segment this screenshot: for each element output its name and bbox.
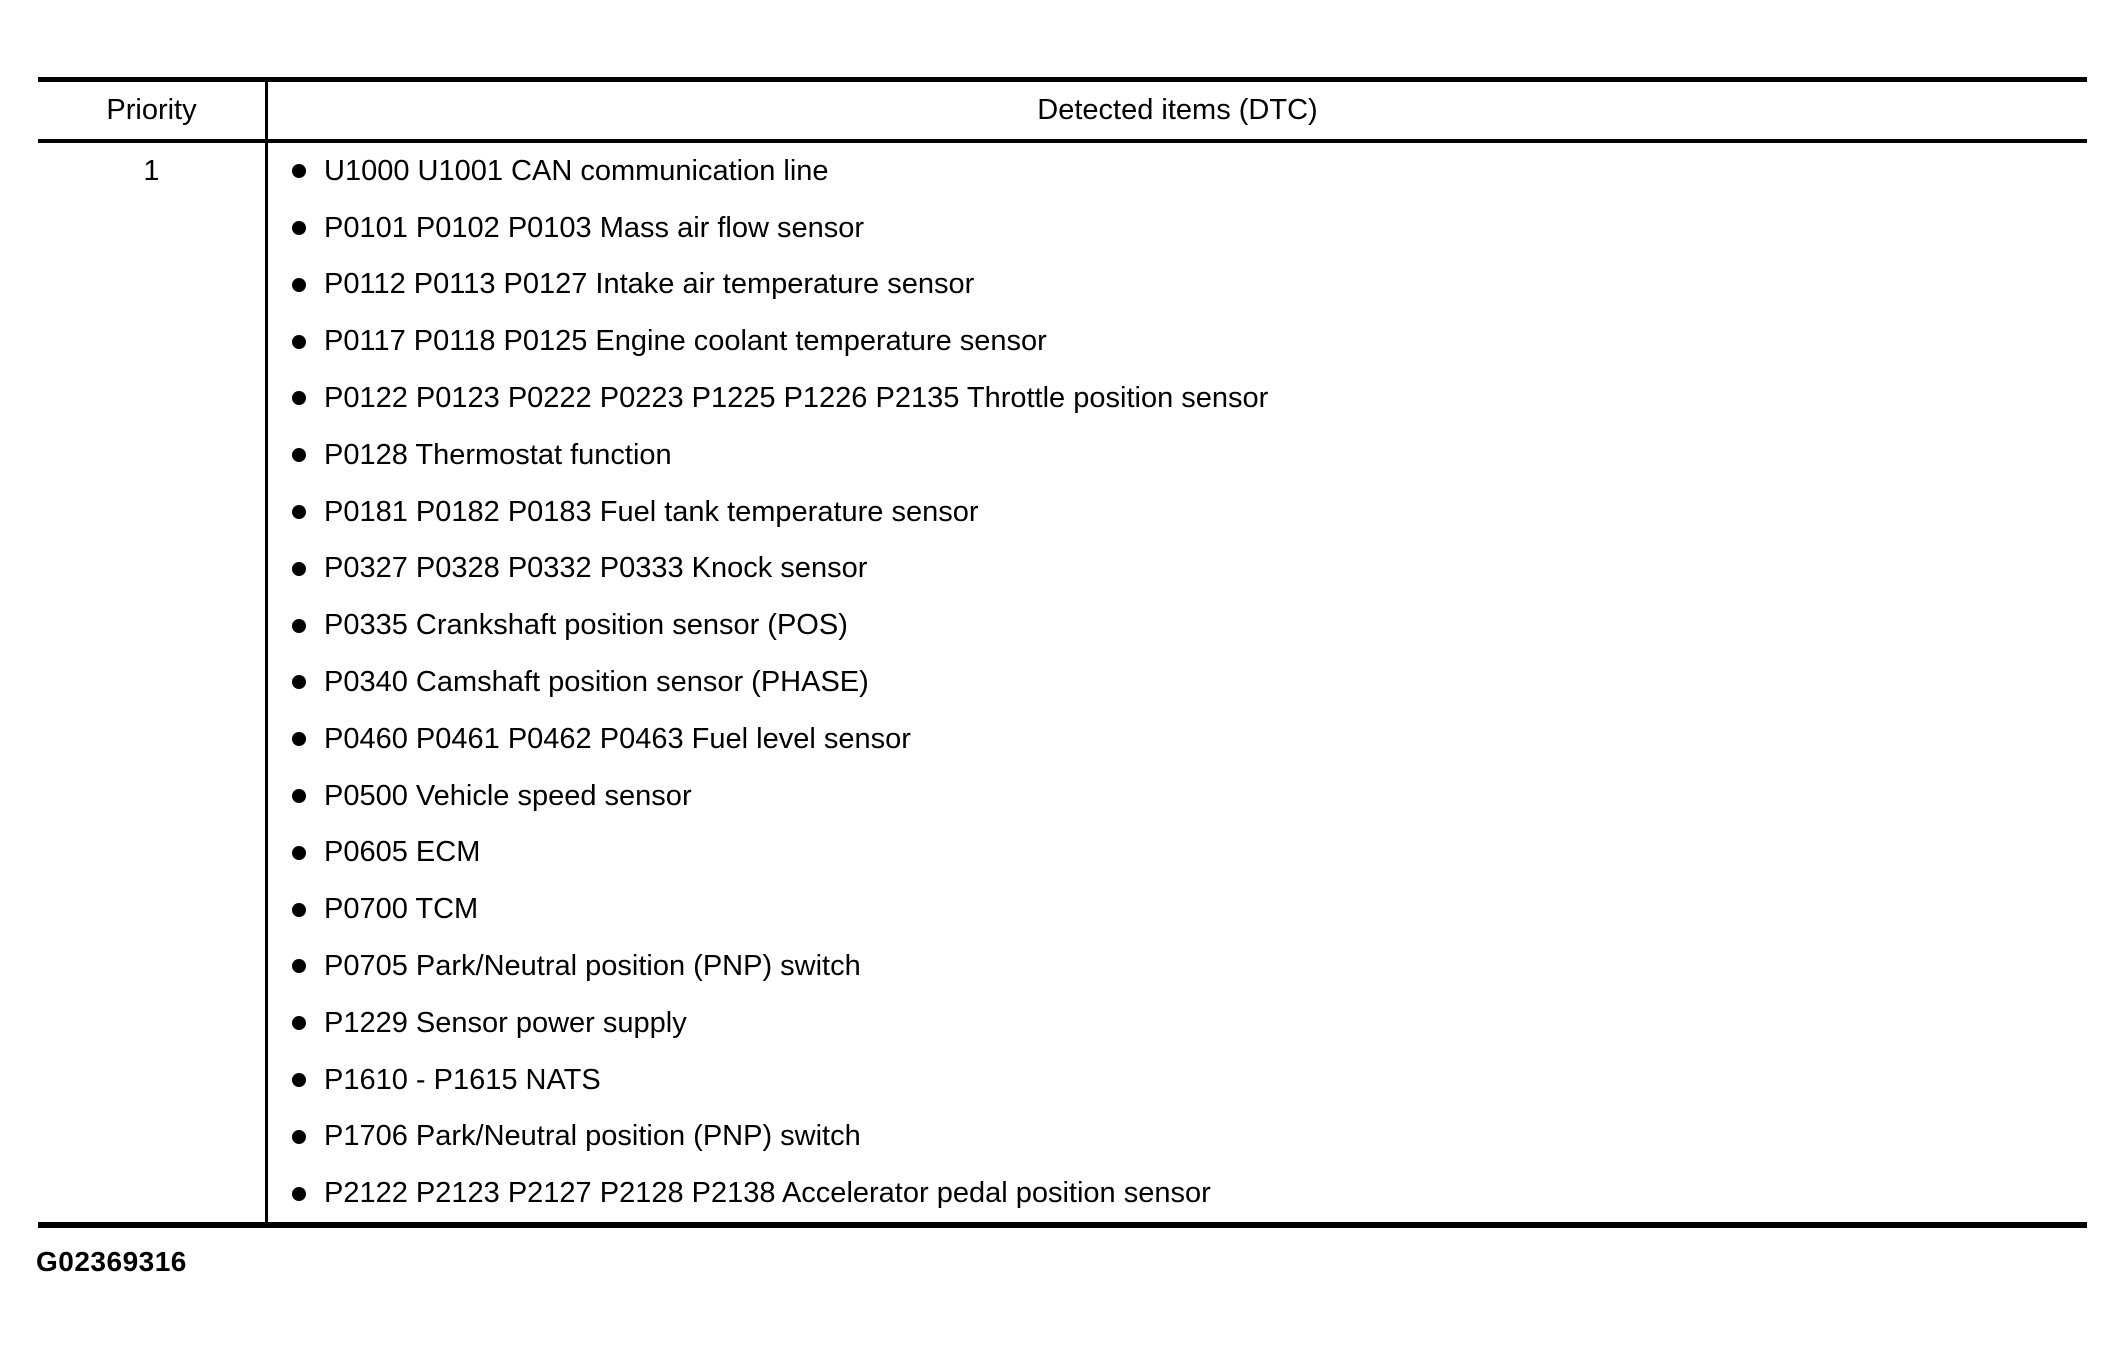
dtc-item-text: P0327 P0328 P0332 P0333 Knock sensor [324, 552, 868, 585]
dtc-item-text: P0335 Crankshaft position sensor (POS) [324, 609, 848, 642]
bullet-icon [292, 845, 306, 860]
bullet-icon [292, 220, 306, 235]
bullet-icon [292, 1129, 306, 1144]
dtc-list: U1000 U1001 CAN communication line P0101… [268, 143, 2087, 1222]
table-row: 1 U1000 U1001 CAN communication line P01… [38, 142, 2087, 1222]
list-item: P0122 P0123 P0222 P0223 P1225 P1226 P213… [268, 370, 2087, 427]
dtc-item-text: P0605 ECM [324, 836, 481, 869]
list-item: P0101 P0102 P0103 Mass air flow sensor [268, 200, 2087, 257]
list-item: P2122 P2123 P2127 P2128 P2138 Accelerato… [268, 1165, 2087, 1222]
dtc-item-text: P2122 P2123 P2127 P2128 P2138 Accelerato… [324, 1177, 1211, 1210]
list-item: P0700 TCM [268, 881, 2087, 938]
dtc-priority-table: Priority Detected items (DTC) 1 U1000 U1… [38, 77, 2087, 1228]
bullet-icon [292, 959, 306, 974]
list-item: P0340 Camshaft position sensor (PHASE) [268, 654, 2087, 711]
list-item: P1706 Park/Neutral position (PNP) switch [268, 1108, 2087, 1165]
bullet-icon [292, 164, 306, 179]
bullet-icon [292, 732, 306, 747]
dtc-item-text: P0460 P0461 P0462 P0463 Fuel level senso… [324, 722, 911, 755]
list-item: U1000 U1001 CAN communication line [268, 143, 2087, 200]
column-header-detected-items: Detected items (DTC) [265, 82, 2087, 139]
dtc-item-text: P0122 P0123 P0222 P0223 P1225 P1226 P213… [324, 381, 1269, 414]
column-header-priority: Priority [106, 94, 197, 126]
bullet-icon [292, 504, 306, 519]
bullet-icon [292, 618, 306, 633]
bullet-icon [292, 448, 306, 463]
dtc-item-text: U1000 U1001 CAN communication line [324, 154, 829, 187]
priority-value: 1 [143, 154, 160, 187]
list-item: P1610 - P1615 NATS [268, 1052, 2087, 1109]
dtc-item-text: P0128 Thermostat function [324, 438, 672, 471]
dtc-item-text: P1610 - P1615 NATS [324, 1063, 601, 1096]
bullet-icon [292, 675, 306, 690]
list-item: P0705 Park/Neutral position (PNP) switch [268, 938, 2087, 995]
bullet-icon [292, 1186, 306, 1201]
dtc-item-text: P0500 Vehicle speed sensor [324, 779, 692, 812]
list-item: P0327 P0328 P0332 P0333 Knock sensor [268, 540, 2087, 597]
dtc-item-text: P0340 Camshaft position sensor (PHASE) [324, 665, 869, 698]
list-item: P0335 Crankshaft position sensor (POS) [268, 597, 2087, 654]
bullet-icon [292, 1016, 306, 1031]
detected-items-cell: U1000 U1001 CAN communication line P0101… [265, 142, 2087, 1222]
bullet-icon [292, 391, 306, 406]
bullet-icon [292, 561, 306, 576]
list-item: P0128 Thermostat function [268, 427, 2087, 484]
bullet-icon [292, 1072, 306, 1087]
dtc-item-text: P0700 TCM [324, 893, 479, 926]
list-item: P0181 P0182 P0183 Fuel tank temperature … [268, 484, 2087, 541]
list-item: P0112 P0113 P0127 Intake air temperature… [268, 256, 2087, 313]
dtc-item-text: P0181 P0182 P0183 Fuel tank temperature … [324, 495, 979, 528]
dtc-item-text: P1229 Sensor power supply [324, 1006, 687, 1039]
figure-id: G02369316 [36, 1246, 187, 1277]
list-item: P0117 P0118 P0125 Engine coolant tempera… [268, 313, 2087, 370]
dtc-item-text: P0117 P0118 P0125 Engine coolant tempera… [324, 325, 1047, 358]
dtc-item-text: P1706 Park/Neutral position (PNP) switch [324, 1120, 861, 1153]
dtc-item-text: P0705 Park/Neutral position (PNP) switch [324, 949, 861, 982]
dtc-item-text: P0101 P0102 P0103 Mass air flow sensor [324, 211, 865, 244]
list-item: P0460 P0461 P0462 P0463 Fuel level senso… [268, 711, 2087, 768]
bullet-icon [292, 334, 306, 349]
table-header-row: Priority Detected items (DTC) [38, 82, 2087, 143]
list-item: P0500 Vehicle speed sensor [268, 768, 2087, 825]
bullet-icon [292, 788, 306, 803]
bullet-icon [292, 277, 306, 292]
bullet-icon [292, 902, 306, 917]
dtc-item-text: P0112 P0113 P0127 Intake air temperature… [324, 268, 975, 301]
list-item: P1229 Sensor power supply [268, 995, 2087, 1052]
list-item: P0605 ECM [268, 824, 2087, 881]
